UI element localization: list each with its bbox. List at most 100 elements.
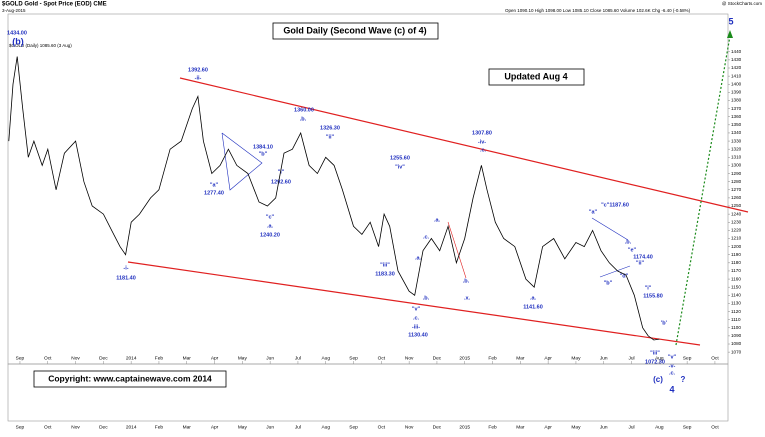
chart-title: Gold Daily (Second Wave (c) of 4) <box>283 25 426 35</box>
y-tick-label: 1420 <box>731 65 742 70</box>
y-tick-label: 1350 <box>731 122 742 127</box>
wave-label: .c. <box>669 370 676 376</box>
y-tick-label: 1120 <box>731 309 741 314</box>
x-tick-label: Dec <box>99 424 108 430</box>
x-tick-label: Nov <box>405 424 414 430</box>
wave-label: 1181.40 <box>116 275 136 281</box>
x-tick-label: Oct <box>711 355 719 361</box>
x-tick-label: Feb <box>488 424 497 430</box>
date: 3-Aug-2015 <box>2 8 26 13</box>
price-line <box>8 56 660 341</box>
y-tick-label: 1240 <box>731 211 742 216</box>
x-tick-label: Feb <box>155 355 164 361</box>
y-tick-label: 1430 <box>731 57 742 62</box>
x-tick-label: Aug <box>655 355 664 361</box>
y-tick-label: 1130 <box>731 301 741 306</box>
x-tick-label: Nov <box>71 424 80 430</box>
x-tick-label: Nov <box>405 355 414 361</box>
y-tick-label: 1290 <box>731 171 742 176</box>
wave-label: (b) <box>12 36 24 46</box>
wave-label: 1155.80 <box>643 293 663 299</box>
x-tick-label: Apr <box>544 355 552 361</box>
copyright: Copyright: www.captainewave.com 2014 <box>48 373 212 383</box>
x-tick-label: Oct <box>378 355 386 361</box>
wave-label: 1307.80 <box>472 130 492 136</box>
wave-label: ? <box>681 375 686 384</box>
x-tick-label: May <box>571 355 581 361</box>
wave-line <box>591 217 629 241</box>
x-tick-label: Sep <box>16 424 25 430</box>
y-tick-label: 1330 <box>731 138 742 143</box>
wave-label: .c. <box>480 147 487 153</box>
x-tick-label: May <box>571 424 581 430</box>
x-tick-label: 2014 <box>126 424 137 430</box>
y-tick-label: 1170 <box>731 268 741 273</box>
wave-label: 1240.20 <box>260 232 280 238</box>
x-tick-label: Jun <box>266 424 274 430</box>
wave-label: .b. <box>463 278 470 284</box>
y-tick-label: 1160 <box>731 276 741 281</box>
wave-label: "i" <box>278 169 285 175</box>
subtitle-box <box>488 68 585 86</box>
wave-label: "e" <box>628 247 637 253</box>
x-tick-label: Aug <box>321 355 330 361</box>
x-tick-label: Jul <box>295 424 301 430</box>
wave-line <box>599 265 631 278</box>
wave-label: 1360.00 <box>294 107 314 113</box>
x-tick-label: 2015 <box>459 355 470 361</box>
y-tick-label: 1150 <box>731 284 741 289</box>
wave-label: "ii" <box>326 134 335 140</box>
wave-label: .b. <box>300 116 307 122</box>
wave-line <box>447 221 467 279</box>
x-tick-label: Dec <box>99 355 108 361</box>
x-tick-label: Sep <box>349 424 358 430</box>
wave-label: .a. <box>267 223 274 229</box>
title-box <box>272 22 439 40</box>
y-tick-label: 1070 <box>731 349 742 354</box>
y-tick-label: 1080 <box>731 341 742 346</box>
x-tick-label: Feb <box>488 355 497 361</box>
x-tick-label: Sep <box>16 355 25 361</box>
wave-label: 1174.40 <box>633 254 653 260</box>
y-tick-label: 1200 <box>731 244 742 249</box>
y-tick-label: 1180 <box>731 260 741 265</box>
wave-label: 1434.00 <box>7 30 27 36</box>
y-tick-label: 1250 <box>731 203 742 208</box>
y-tick-label: 1380 <box>731 98 742 103</box>
x-tick-label: Feb <box>155 424 164 430</box>
wave-label: .c. <box>423 234 430 240</box>
y-tick-label: 1190 <box>731 252 741 257</box>
y-tick-label: 1360 <box>731 114 742 119</box>
x-tick-label: Apr <box>211 424 219 430</box>
x-tick-label: Apr <box>211 355 219 361</box>
wave-label: 1183.30 <box>375 271 395 277</box>
wave-label: "b" <box>259 151 268 157</box>
wave-label: "v" <box>412 306 421 312</box>
wave-label: 1141.60 <box>523 304 543 310</box>
x-tick-label: Sep <box>349 355 358 361</box>
y-tick-label: 1100 <box>731 325 741 330</box>
y-tick-label: 1230 <box>731 219 742 224</box>
wave-label: .a. <box>415 255 422 261</box>
wave-label: 1292.60 <box>271 179 291 185</box>
wave-label: .x. <box>464 295 471 301</box>
projection-arrow <box>675 35 731 346</box>
wave-label: "c" <box>266 214 275 220</box>
y-tick-label: 1140 <box>731 293 741 298</box>
x-tick-label: Apr <box>544 424 552 430</box>
y-tick-label: 1270 <box>731 187 742 192</box>
x-tick-label: Jul <box>628 424 634 430</box>
x-tick-label: Oct <box>711 424 719 430</box>
wave-label: .a. <box>434 217 441 223</box>
wave-label: .b. <box>423 295 430 301</box>
wave-label: 1255.60 <box>390 155 410 161</box>
wave-label: "a" <box>210 182 219 188</box>
y-tick-label: 1300 <box>731 163 742 168</box>
wave-label: .a. <box>530 295 537 301</box>
y-tick-label: 1260 <box>731 195 742 200</box>
y-tick-label: 1320 <box>731 146 742 151</box>
wave-label: -i- <box>123 265 128 271</box>
wave-label: "b" <box>604 280 613 286</box>
